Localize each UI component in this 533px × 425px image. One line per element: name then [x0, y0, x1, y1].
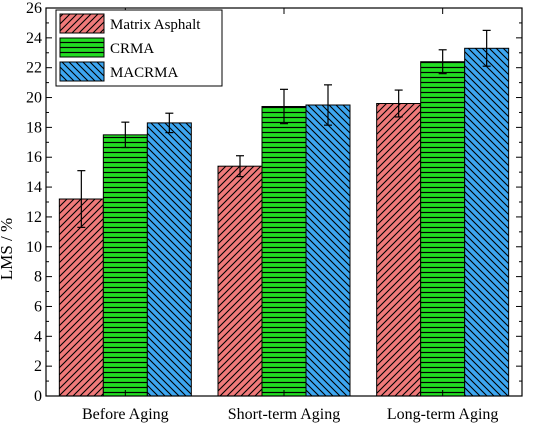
y-tick-label: 14	[26, 179, 42, 196]
legend-swatch	[59, 37, 105, 58]
y-tick-label: 0	[34, 388, 42, 405]
bar	[376, 103, 422, 397]
y-tick-label: 10	[26, 239, 42, 256]
y-tick-label: 18	[26, 119, 42, 136]
legend-swatch	[59, 13, 105, 34]
y-tick-label: 4	[34, 328, 42, 345]
legend-label: Matrix Asphalt	[110, 17, 201, 33]
bar	[58, 198, 104, 397]
y-tick-label: 6	[34, 298, 42, 315]
y-tick-label: 12	[26, 209, 42, 226]
y-axis-title: LMS / %	[0, 218, 16, 280]
x-tick-label: Short-term Aging	[228, 406, 340, 423]
bar	[217, 165, 263, 397]
bar	[146, 122, 192, 397]
y-tick-label: 8	[34, 269, 42, 286]
y-tick-label: 20	[26, 90, 42, 107]
plot-frame	[45, 7, 523, 397]
y-tick-label: 26	[26, 0, 42, 17]
bar	[420, 61, 466, 397]
bar	[102, 134, 148, 397]
y-tick-label: 24	[26, 30, 42, 47]
bar	[464, 47, 510, 397]
legend-swatch	[59, 61, 105, 82]
y-tick-label: 16	[26, 149, 42, 166]
x-tick-label: Long-term Aging	[387, 406, 499, 423]
legend-label: CRMA	[110, 41, 154, 57]
x-tick-label: Before Aging	[82, 406, 169, 423]
legend-label: MACRMA	[110, 65, 179, 81]
legend: Matrix Asphalt CRMA MACRMA	[55, 9, 223, 87]
y-tick-label: 22	[26, 60, 42, 77]
bar	[305, 104, 351, 397]
y-tick-label: 2	[34, 358, 42, 375]
bar	[261, 105, 307, 397]
